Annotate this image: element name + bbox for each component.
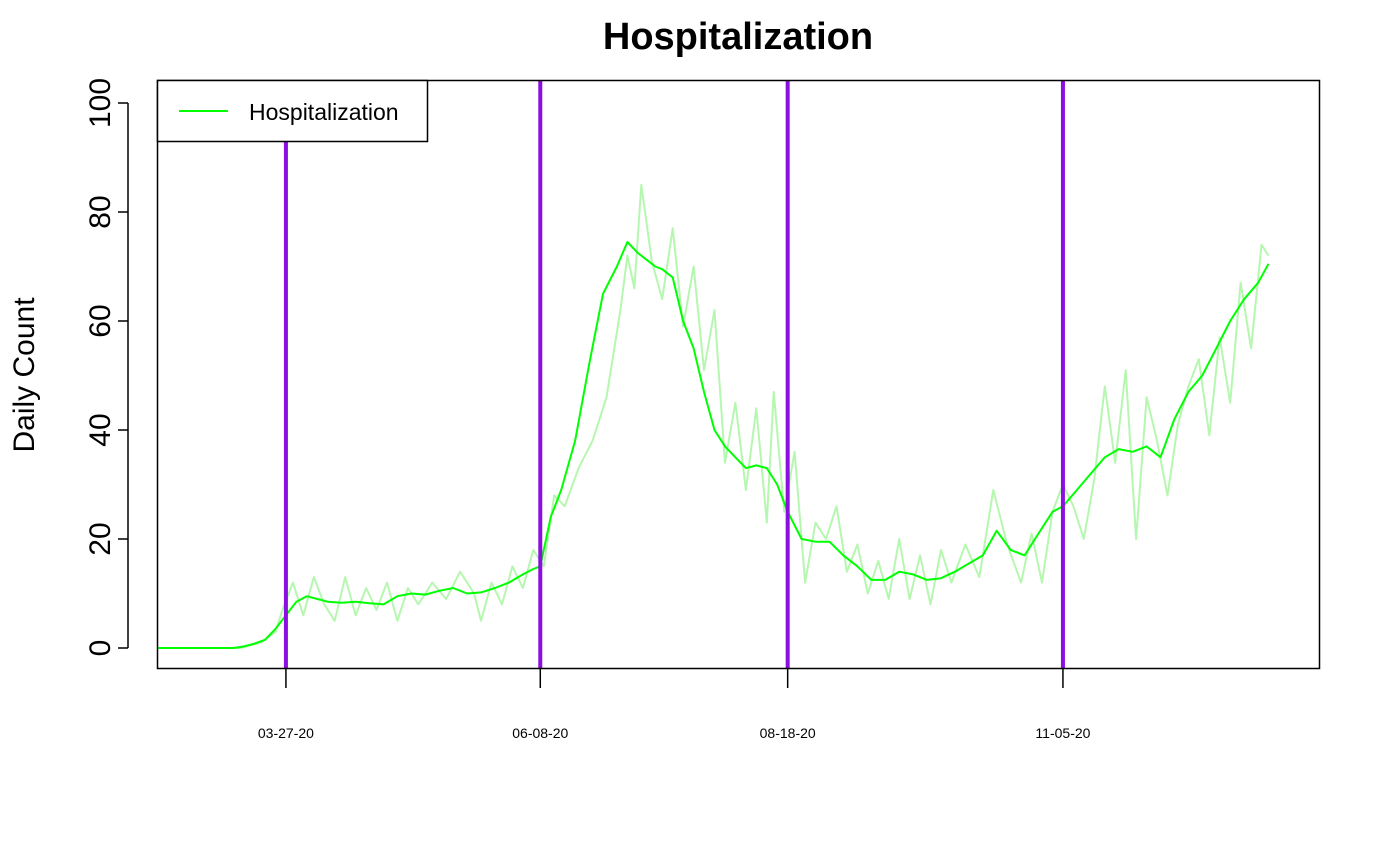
y-tick-label-20: 20: [84, 522, 117, 555]
x-tick-label-4: 11-05-20: [1035, 725, 1090, 741]
x-axis: 03-27-20 06-08-20 08-18-20 11-05-20: [258, 668, 1091, 741]
y-tick-label-100: 100: [84, 78, 117, 128]
legend: Hospitalization: [156, 79, 429, 143]
y-tick-label-40: 40: [84, 413, 117, 446]
vertical-lines-layer: [283, 80, 1065, 668]
hospitalization-series-line: [157, 241, 1270, 649]
raw-series-line: [157, 183, 1270, 649]
plot-frame: [156, 79, 1321, 670]
y-axis: 0 20 40 60 80 100: [84, 78, 129, 657]
y-axis-label: Daily Count: [8, 297, 41, 453]
x-tick-label-3: 08-18-20: [760, 725, 816, 741]
legend-box: [156, 79, 429, 143]
y-tick-label-80: 80: [84, 195, 117, 228]
legend-label: Hospitalization: [249, 99, 399, 125]
x-tick-label-1: 03-27-20: [258, 725, 314, 741]
raw-series-layer: [157, 183, 1270, 649]
y-tick-label-60: 60: [84, 304, 117, 337]
x-tick-label-2: 06-08-20: [512, 725, 568, 741]
chart-title: Hospitalization: [602, 16, 874, 58]
smoothed-series-layer: [157, 241, 1270, 649]
y-tick-label-0: 0: [84, 640, 117, 657]
